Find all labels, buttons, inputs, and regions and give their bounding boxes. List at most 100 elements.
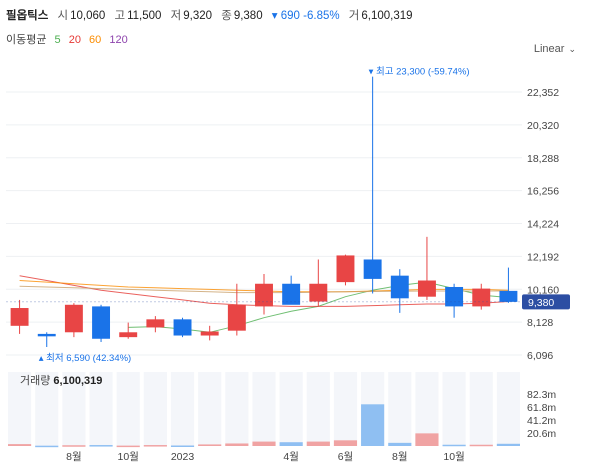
candle-body xyxy=(363,259,382,279)
ma-legend-120: 120 xyxy=(109,34,128,46)
x-tick-label: 10월 xyxy=(118,451,139,463)
high-value: 11,500 xyxy=(127,10,162,22)
volume-bar xyxy=(143,445,167,447)
volume-bar xyxy=(198,444,222,446)
volume-column-bg xyxy=(89,372,113,446)
moving-average-legend[interactable]: 이동평균 5 20 60 120 xyxy=(6,31,133,47)
volume-bar xyxy=(442,444,466,447)
volume-panel-value: 6,100,319 xyxy=(53,375,102,387)
price-header: 필옵틱스 시 10,060 고 11,500 저 9,320 종 9,380 ▾ 690… xyxy=(6,7,419,23)
volume-column-bg xyxy=(170,372,195,446)
x-tick-label: 8월 xyxy=(392,451,408,463)
candle-body xyxy=(146,319,165,328)
volume-value: 6,100,319 xyxy=(361,10,413,22)
volume-bar xyxy=(496,443,520,446)
high-annotation: ▾ 최고 23,300 (-59.74%) xyxy=(369,67,470,78)
volume-bar xyxy=(35,445,59,448)
volume-bar xyxy=(62,445,86,447)
volume-column-bg xyxy=(225,372,249,446)
open-label: 시 xyxy=(57,10,69,22)
candle-body xyxy=(227,304,246,331)
close-label: 종 xyxy=(221,10,232,22)
ma-legend-title: 이동평균 xyxy=(6,34,47,46)
volume-column-bg xyxy=(469,372,493,446)
ma-legend-20: 20 xyxy=(68,34,81,46)
low-value: 9,320 xyxy=(183,10,213,22)
volume-column-bg xyxy=(35,372,59,446)
ma-legend-60: 60 xyxy=(89,34,102,46)
x-tick-label: 6월 xyxy=(338,451,354,463)
volume-bar xyxy=(225,443,249,446)
volume-bar xyxy=(361,404,385,446)
volume-bar xyxy=(8,444,32,446)
price-tick-label: 14,224 xyxy=(527,219,559,231)
candle-body xyxy=(119,332,138,338)
chevron-down-icon: ⌄ xyxy=(568,44,576,54)
candle-body xyxy=(200,331,219,336)
x-tick-label: 2023 xyxy=(171,451,195,463)
volume-bar xyxy=(388,442,412,446)
volume-column-bg xyxy=(252,372,276,446)
last-price-label: 9,380 xyxy=(528,297,554,309)
price-tick-label: 8,128 xyxy=(527,317,553,329)
candle-body xyxy=(417,280,436,297)
last-price-badge xyxy=(522,294,570,310)
volume-tick-label: 82.3m xyxy=(527,389,556,401)
low-annotation: ▴ 최저 6,590 (42.34%) xyxy=(39,353,132,364)
x-tick-label: 10월 xyxy=(443,451,464,463)
volume-column-bg xyxy=(388,372,412,446)
price-tick-label: 18,288 xyxy=(527,153,559,165)
candle-body xyxy=(37,333,56,337)
candle-body xyxy=(499,290,518,302)
volume-tick-label: 61.8m xyxy=(527,402,556,414)
volume-column-bg xyxy=(279,372,303,446)
price-tick-label: 10,160 xyxy=(527,284,559,296)
volume-column-bg xyxy=(62,372,86,446)
volume-column-bg xyxy=(415,372,439,446)
open-value: 10,060 xyxy=(70,10,106,22)
volume-tick-label: 41.2m xyxy=(527,415,556,427)
candle-body xyxy=(309,283,328,302)
close-value: 9,380 xyxy=(233,10,263,22)
volume-tick-label: 20.6m xyxy=(527,428,556,440)
candle-body xyxy=(173,319,192,336)
change-value: ▾ 690 -6.85% xyxy=(271,10,340,22)
stock-name: 필옵틱스 xyxy=(6,10,49,22)
price-tick-label: 20,320 xyxy=(527,120,559,132)
x-tick-label: 4월 xyxy=(283,451,299,463)
price-tick-label: 12,192 xyxy=(527,251,559,263)
volume-bar xyxy=(469,444,493,447)
volume-column-bg xyxy=(333,372,358,446)
volume-column-bg xyxy=(442,372,466,446)
ma-legend-5: 5 xyxy=(54,34,61,46)
low-label: 저 xyxy=(170,10,182,22)
volume-column-bg xyxy=(116,372,140,446)
price-tick-label: 16,256 xyxy=(527,186,559,198)
volume-bar xyxy=(279,442,303,446)
candle-body xyxy=(10,308,29,326)
volume-bar xyxy=(415,433,439,446)
volume-column-bg xyxy=(496,372,520,446)
candle-body xyxy=(92,306,111,339)
volume-panel-label: 거래량 6,100,319 xyxy=(20,374,102,387)
candle-body xyxy=(282,283,301,305)
scale-mode-label: Linear xyxy=(533,43,565,55)
candle-body xyxy=(255,283,273,307)
candle-body xyxy=(472,288,491,307)
volume-label: 거 xyxy=(348,10,360,22)
candle-body xyxy=(390,275,409,299)
volume-bar xyxy=(89,445,113,447)
high-label: 고 xyxy=(114,10,126,22)
candle-body xyxy=(445,286,464,307)
volume-column-bg xyxy=(198,372,222,446)
price-tick-label: 6,096 xyxy=(527,350,553,362)
volume-column-bg xyxy=(143,372,167,446)
candle-body xyxy=(336,255,355,283)
volume-bar xyxy=(116,445,140,448)
x-tick-label: 8월 xyxy=(66,451,82,463)
price-tick-label: 22,352 xyxy=(527,87,559,99)
volume-column-bg xyxy=(306,372,330,446)
volume-bar xyxy=(333,440,358,446)
scale-mode-dropdown[interactable]: Linear ⌄ xyxy=(534,43,576,55)
